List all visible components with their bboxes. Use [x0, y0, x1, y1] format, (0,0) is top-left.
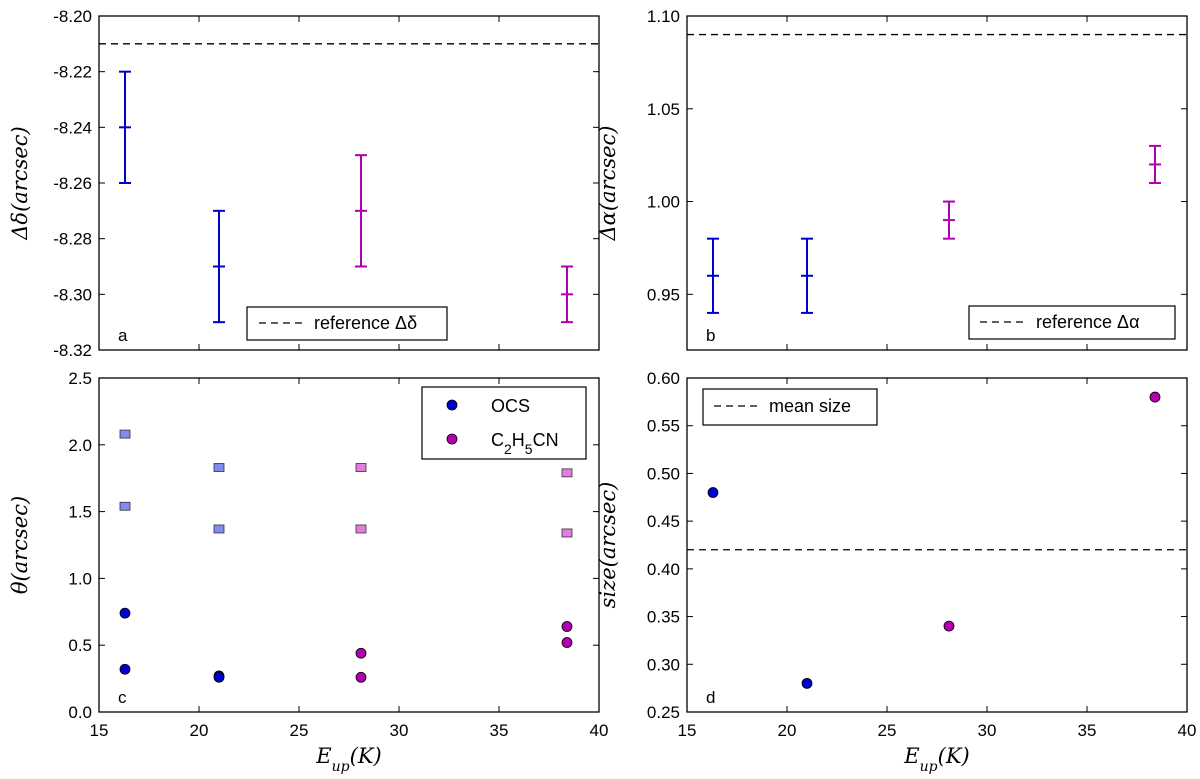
y-tick-label: 0.30 — [647, 655, 680, 674]
subscript: 5 — [525, 441, 533, 457]
panel-letter: d — [706, 688, 715, 707]
x-tick-label: 35 — [1078, 721, 1097, 740]
y-tick-label: 0.55 — [647, 417, 680, 436]
y-axis-label: Δα(arcsec) — [596, 125, 620, 241]
y-tick-label: 0.50 — [647, 464, 680, 483]
legend-label: reference Δα — [1036, 312, 1139, 332]
axes-frame — [98, 377, 600, 713]
y-tick-label: 0.40 — [647, 560, 680, 579]
y-tick-label: -8.20 — [53, 7, 92, 26]
legend: reference Δα — [968, 305, 1176, 340]
axes-frame — [98, 15, 600, 351]
panel-letter: a — [118, 326, 128, 345]
legend: reference Δδ — [246, 306, 448, 341]
beam-square-marker — [355, 524, 367, 534]
y-tick-label: 0.60 — [647, 369, 680, 388]
data-point-circle — [1149, 391, 1161, 403]
x-tick-label: 20 — [778, 721, 797, 740]
y-tick-label: -8.22 — [53, 63, 92, 82]
x-tick-label: 30 — [390, 721, 409, 740]
y-tick-label: -8.30 — [53, 285, 92, 304]
y-tick-label: 2.0 — [68, 436, 92, 455]
y-tick-label: 0.0 — [68, 703, 92, 722]
data-point-circle — [707, 487, 719, 498]
legend-frame — [421, 386, 587, 460]
legend: OCS C2H5CN — [421, 386, 587, 460]
beam-square-marker — [119, 429, 131, 439]
beam-square-marker — [213, 524, 225, 534]
beam-square-marker — [561, 528, 573, 538]
data-point-circle — [801, 677, 813, 689]
y-axis-label: θ(arcsec) — [8, 496, 32, 594]
y-tick-label: -8.32 — [53, 341, 92, 360]
x-axis-label: Eup(K) — [315, 744, 381, 775]
subscript: 2 — [504, 441, 512, 457]
panel-a: -8.20 -8.22 -8.24 -8.26 -8.28 -8.30 -8.32 a Δδ(a… — [8, 7, 600, 360]
subscript: up — [332, 759, 350, 775]
legend-frame — [968, 305, 1176, 340]
y-tick-label: 1.0 — [68, 569, 92, 588]
data-point-circle — [213, 671, 225, 683]
beam-square-marker — [119, 501, 131, 511]
y-tick-label: 1.5 — [68, 503, 92, 522]
beam-square-marker — [213, 463, 225, 472]
panel-letter: c — [118, 688, 127, 707]
legend-marker — [446, 433, 458, 445]
y-tick-label: 1.10 — [647, 7, 680, 26]
x-tick-label: 40 — [590, 721, 609, 740]
y-axis-label: Δδ(arcsec) — [8, 126, 32, 240]
y-tick-label: 0.5 — [68, 636, 92, 655]
x-tick-label: 25 — [878, 721, 897, 740]
panel-b: 1.10 1.05 1.00 0.95 b Δα(arcsec) reference Δα — [596, 7, 1188, 351]
axes-frame — [686, 377, 1188, 713]
panel-d: 15 20 25 30 35 40 0.60 0.55 0.50 0.45 0.40 0.35 0.30… — [596, 369, 1196, 775]
legend-label: mean size — [769, 396, 851, 416]
data-point-circle — [119, 607, 131, 619]
data-point-circle — [119, 663, 131, 675]
legend-label: reference Δδ — [314, 313, 417, 333]
x-tick-label: 15 — [90, 721, 109, 740]
x-tick-label: 35 — [490, 721, 509, 740]
x-tick-label: 30 — [978, 721, 997, 740]
beam-square-marker — [561, 468, 573, 478]
subscript: up — [920, 759, 938, 775]
data-point-circle — [355, 647, 367, 659]
legend-frame — [702, 388, 878, 426]
y-tick-label: 0.95 — [647, 285, 680, 304]
y-tick-label: -8.24 — [53, 118, 92, 137]
data-point-circle — [561, 637, 573, 648]
y-tick-label: -8.26 — [53, 174, 92, 193]
panel-letter: b — [706, 326, 715, 345]
legend-text-part: CN — [533, 430, 559, 450]
legend: mean size — [702, 388, 878, 426]
data-point-circle — [355, 671, 367, 683]
y-tick-label: 2.5 — [68, 369, 92, 388]
legend-marker — [446, 399, 458, 411]
x-axis-label-rest: (K) — [938, 744, 970, 768]
y-tick-label: 0.35 — [647, 608, 680, 627]
x-axis-label: Eup(K) — [903, 744, 969, 775]
y-tick-label: 1.05 — [647, 100, 680, 119]
x-tick-label: 25 — [290, 721, 309, 740]
x-tick-label: 15 — [678, 721, 697, 740]
data-point-circle — [561, 621, 573, 632]
y-axis-label: size(arcsec) — [596, 482, 620, 609]
x-tick-label: 20 — [190, 721, 209, 740]
y-tick-label: -8.28 — [53, 230, 92, 249]
beam-square-marker — [355, 463, 367, 472]
y-tick-label: 0.45 — [647, 512, 680, 531]
panel-c: 15 20 25 30 35 40 2.5 2.0 1.5 1.0 0.5 0.0 c θ(arcsec)… — [8, 369, 608, 775]
axes-frame — [686, 15, 1188, 351]
legend-label: OCS — [491, 396, 530, 416]
y-tick-label: 0.25 — [647, 703, 680, 722]
legend-label: C2H5CN — [491, 430, 559, 457]
data-point-circle — [943, 620, 955, 632]
legend-text-part: C — [491, 430, 504, 450]
y-tick-label: 1.00 — [647, 193, 680, 212]
legend-text-part: H — [512, 430, 525, 450]
x-axis-label-rest: (K) — [350, 744, 382, 768]
x-tick-label: 40 — [1178, 721, 1197, 740]
legend-frame — [246, 306, 448, 341]
